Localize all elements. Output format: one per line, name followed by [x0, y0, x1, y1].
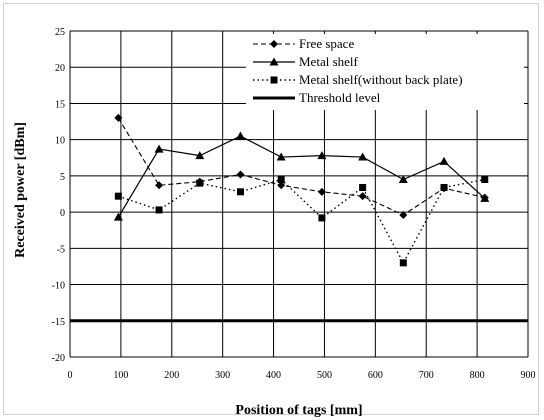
data-point-diamond: [399, 211, 408, 220]
data-point-square: [114, 192, 122, 200]
data-point-square: [399, 259, 407, 267]
series-metal-shelf: [113, 131, 490, 221]
legend-marker-triangle: [269, 57, 279, 66]
data-point-diamond: [155, 181, 164, 190]
data-point-diamond: [358, 192, 367, 201]
legend-label: Threshold level: [299, 90, 381, 105]
data-point-triangle: [317, 151, 327, 160]
y-tick-label: 25: [55, 27, 65, 38]
data-point-triangle: [154, 144, 164, 153]
data-point-diamond: [114, 113, 123, 122]
x-tick-label: 400: [266, 370, 281, 381]
data-point-square: [155, 206, 163, 214]
x-tick-label: 700: [419, 370, 434, 381]
data-point-square: [277, 176, 285, 184]
x-tick-label: 100: [113, 370, 128, 381]
data-point-triangle: [195, 151, 205, 160]
series-line: [117, 117, 485, 216]
data-point-square: [236, 188, 244, 196]
data-point-triangle: [358, 152, 368, 161]
data-point-triangle: [235, 131, 245, 140]
y-axis-title: Received power [dBm]: [13, 122, 28, 258]
x-axis-title: Position of tags [mm]: [235, 403, 362, 418]
data-point-square: [359, 183, 367, 191]
data-point-triangle: [276, 152, 286, 161]
data-point-square: [196, 179, 204, 187]
data-point-triangle: [398, 175, 408, 184]
y-tick-label: -20: [52, 353, 65, 364]
legend: Free space Metal shelf Metal shelf(without…: [246, 34, 524, 110]
y-tick-label: 0: [60, 208, 65, 219]
y-tick-label: -10: [52, 281, 65, 292]
x-tick-label: 800: [470, 370, 485, 381]
legend-label: Free space: [299, 36, 354, 51]
x-tick-label: 200: [164, 370, 179, 381]
x-tick-label: 600: [368, 370, 383, 381]
tick-labels: 0 100 200 300 400 500 600 700 800 900 25 20 15 10 5 0 -5…: [52, 27, 536, 381]
series-layer: [70, 113, 528, 323]
legend-label: Metal shelf(without back plate): [299, 72, 463, 87]
y-tick-label: 10: [55, 136, 65, 147]
legend-marker-diamond: [270, 40, 278, 48]
data-point-square: [440, 183, 448, 191]
x-tick-label: 900: [521, 370, 536, 381]
y-tick-label: -15: [52, 317, 65, 328]
data-point-triangle: [113, 212, 123, 221]
data-point-diamond: [277, 181, 286, 190]
data-point-square: [481, 176, 489, 184]
data-point-square: [318, 214, 326, 222]
legend-label: Metal shelf: [299, 54, 359, 69]
legend-marker-square: [270, 76, 278, 84]
data-point-diamond: [236, 170, 245, 179]
data-point-diamond: [317, 187, 326, 196]
series-line: [118, 178, 485, 265]
data-point-triangle: [480, 193, 490, 202]
x-tick-label: 500: [317, 370, 332, 381]
y-tick-label: 5: [60, 172, 65, 183]
y-tick-label: -5: [57, 244, 65, 255]
series-metal-shelf-without-back-plate-: [114, 176, 489, 267]
series-line: [117, 135, 486, 218]
y-tick-label: 15: [55, 99, 65, 110]
y-tick-label: 20: [55, 63, 65, 74]
x-tick-label: 300: [215, 370, 230, 381]
x-tick-label: 0: [68, 370, 73, 381]
data-point-triangle: [439, 156, 449, 165]
